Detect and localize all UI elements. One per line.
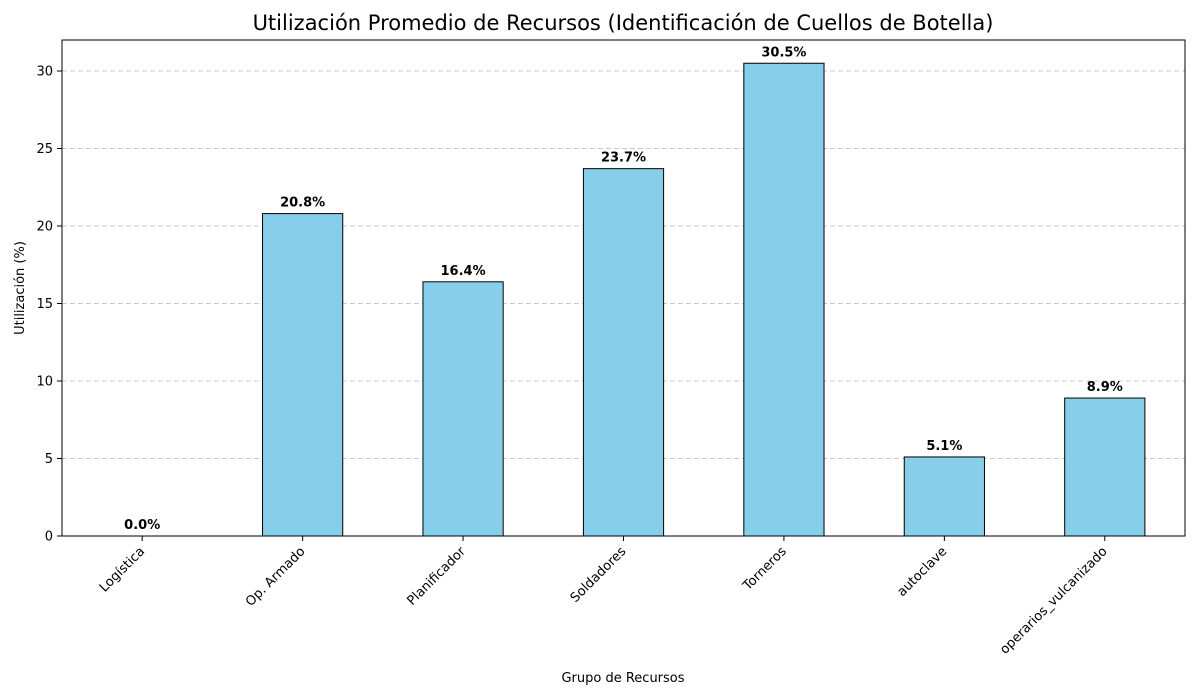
y-axis-label: Utilización (%) bbox=[13, 241, 28, 335]
y-tick-label: 25 bbox=[36, 142, 53, 157]
bar bbox=[582, 168, 665, 537]
y-tick-label: 20 bbox=[36, 220, 53, 235]
bar bbox=[422, 281, 504, 537]
data-label: 0.0% bbox=[124, 518, 160, 533]
bar bbox=[1064, 397, 1146, 537]
x-tick-label: Logística bbox=[97, 544, 148, 595]
x-tick-label: autoclave bbox=[895, 544, 951, 600]
data-label: 23.7% bbox=[601, 151, 646, 166]
x-tick-label: Planificador bbox=[404, 544, 469, 609]
x-axis-label: Grupo de Recursos bbox=[561, 671, 684, 686]
bar bbox=[903, 456, 985, 537]
data-label: 20.8% bbox=[280, 196, 325, 211]
y-tick-label: 0 bbox=[45, 530, 53, 545]
data-label: 5.1% bbox=[926, 439, 962, 454]
bar bbox=[743, 62, 825, 537]
x-tick-label: Op. Armado bbox=[243, 544, 309, 610]
y-tick-label: 5 bbox=[45, 452, 53, 467]
bars bbox=[101, 62, 1146, 537]
plot-frame bbox=[61, 39, 1186, 537]
y-tick-label: 30 bbox=[36, 65, 53, 80]
y-ticks: 0 5 10 15 20 25 30 bbox=[36, 65, 62, 545]
x-ticks: Logística Op. Armado Planificador Soldadore… bbox=[97, 536, 1111, 658]
data-label: 16.4% bbox=[441, 264, 486, 279]
data-labels: 0.0% 20.8% 16.4% 23.7% 30.5% 5.1% 8.9% bbox=[124, 45, 1123, 533]
y-tick-label: 15 bbox=[36, 297, 53, 312]
x-tick-label: Torneros bbox=[740, 544, 790, 594]
x-tick-label: Soldadores bbox=[568, 544, 630, 606]
bar bbox=[262, 213, 344, 537]
x-tick-label: operarios_vulcanizado bbox=[997, 544, 1110, 657]
chart-title: Utilización Promedio de Recursos (Identi… bbox=[253, 11, 994, 35]
y-tick-label: 10 bbox=[36, 375, 53, 390]
data-label: 30.5% bbox=[761, 45, 806, 60]
data-label: 8.9% bbox=[1087, 380, 1123, 395]
